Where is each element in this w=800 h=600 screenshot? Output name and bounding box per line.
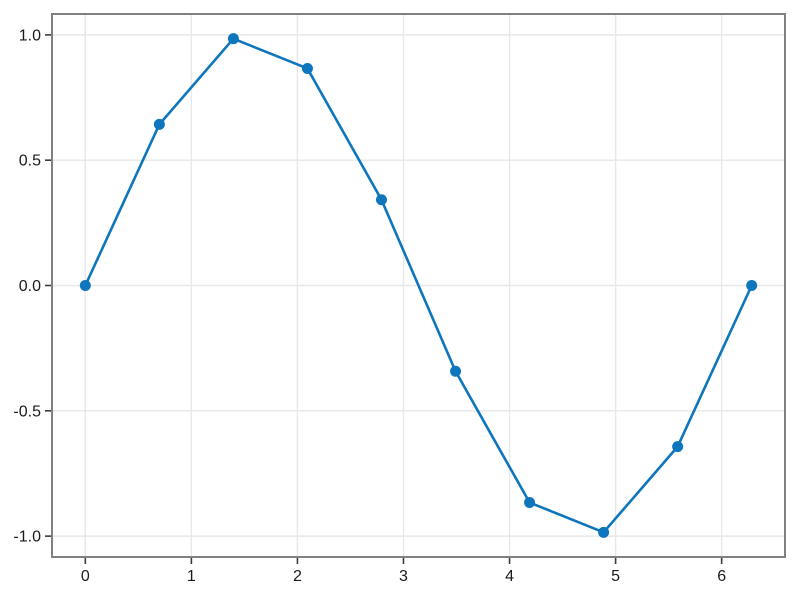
y-tick-label: 0.0: [19, 278, 41, 295]
x-tick-label: 3: [399, 568, 408, 585]
data-point-marker: [524, 497, 536, 509]
x-tick-label: 6: [717, 568, 726, 585]
data-point-marker: [153, 118, 165, 130]
x-tick-label: 5: [611, 568, 620, 585]
y-tick-label: -0.5: [13, 403, 41, 420]
series-line: [84, 37, 753, 534]
data-point-marker: [450, 365, 462, 377]
data-point-marker: [375, 194, 387, 206]
data-point-marker: [598, 526, 610, 538]
x-tick-label: 0: [81, 568, 90, 585]
x-tick-label: 4: [505, 568, 514, 585]
x-tick-label: 1: [187, 568, 196, 585]
data-point-marker: [672, 441, 684, 453]
data-point-marker: [79, 280, 91, 291]
data-point-marker: [227, 33, 239, 45]
x-tick-label: 2: [293, 568, 302, 585]
data-point-marker: [301, 62, 313, 74]
axis-frame: [51, 13, 786, 558]
y-tick-label: -1.0: [13, 529, 41, 546]
data-point-marker: [746, 280, 758, 291]
y-tick-label: 0.5: [19, 153, 41, 170]
y-tick-label: 1.0: [19, 27, 41, 44]
